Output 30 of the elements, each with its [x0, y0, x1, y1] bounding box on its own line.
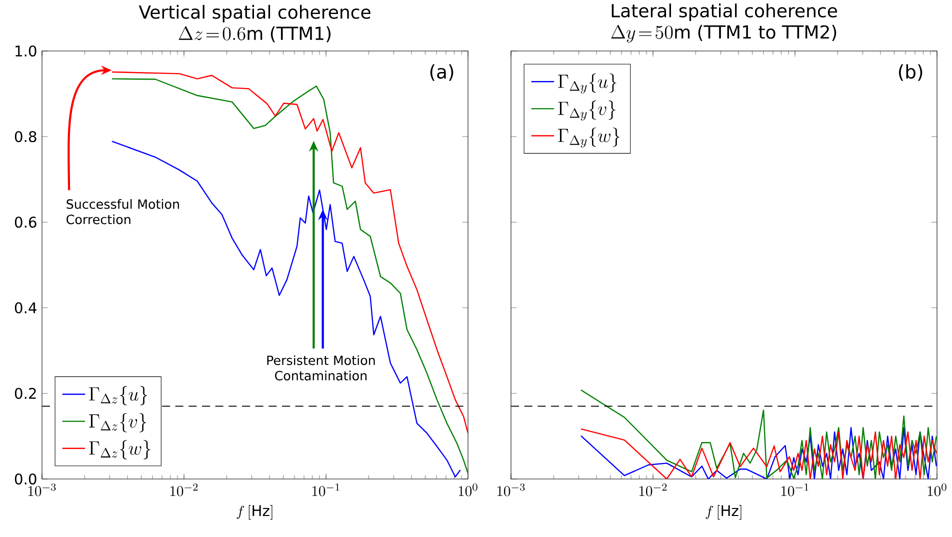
y-tick-label: 0.2	[14, 388, 36, 399]
annotation: (b)	[898, 64, 922, 81]
x-axis-title: $f\,[\mathrm{Hz}]$	[236, 505, 272, 520]
legend-label: $\Gamma_{\Delta z}\{w\}$	[89, 440, 150, 460]
y-tick-label: 0.0	[14, 473, 36, 485]
y-tick-label: 0.8	[14, 131, 36, 142]
legend-label: $\Gamma_{\Delta z}\{u\}$	[89, 386, 148, 406]
chart-title: Vertical spatial coherence	[138, 4, 370, 22]
y-tick-label: 0.4	[14, 302, 36, 314]
x-tick-label: $10^{0}$	[458, 483, 478, 496]
legend-label: $\Gamma_{\Delta y}\{v\}$	[558, 100, 616, 121]
legend-label: $\Gamma_{\Delta z}\{v\}$	[89, 413, 146, 432]
y-tick-label: 0.6	[14, 216, 36, 228]
x-tick-label: $10^{-2}$	[170, 483, 198, 496]
x-tick-label: $10^{-3}$	[28, 483, 56, 496]
chart-subtitle: $\Delta z\!=\!0.6\mathrm{m}\ \mbox{(TTM1)}$	[178, 26, 331, 42]
x-tick-label: $10^{-1}$	[781, 483, 808, 496]
annotation: Persistent Motion Contamination	[267, 355, 375, 380]
x-axis-title: $f\,[\mathrm{Hz}]$	[706, 505, 742, 520]
y-tick-label: 1.0	[16, 45, 36, 57]
annotation: Successful Motion Correction	[66, 199, 179, 224]
chart-title: Lateral spatial coherence	[612, 4, 837, 21]
x-tick-label: $10^{-1}$	[312, 483, 340, 496]
annotation: (a)	[430, 64, 454, 81]
x-tick-label: $10^{-2}$	[639, 483, 667, 496]
x-tick-label: $10^{0}$	[928, 483, 946, 496]
chart-subtitle: $\Delta y\!=\!50\mathrm{m}\ \mbox{(TTM1 to TTM2)}$	[611, 24, 836, 42]
x-tick-label: $10^{-3}$	[497, 483, 525, 496]
legend-label: $\Gamma_{\Delta y}\{u\}$	[558, 73, 616, 94]
legend-label: $\Gamma_{\Delta y}\{w\}$	[558, 128, 620, 148]
